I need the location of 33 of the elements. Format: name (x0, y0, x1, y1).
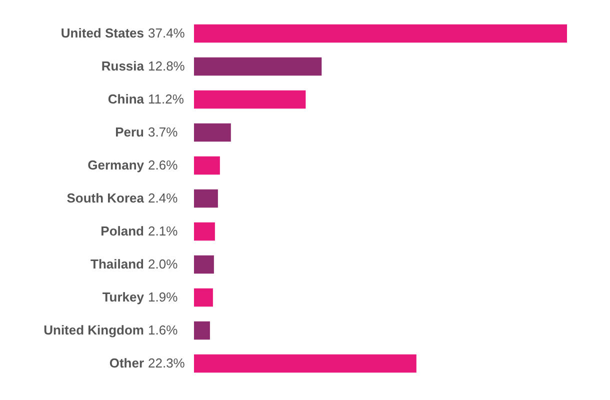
y-tick-label: Poland (100, 224, 144, 238)
data-label: 2.0% (148, 256, 178, 272)
y-tick-label: Russia (101, 58, 145, 74)
data-label: 2.1% (148, 224, 178, 238)
bar (194, 24, 567, 43)
data-label: 2.6% (148, 158, 178, 172)
y-tick-label: Turkey (102, 290, 145, 304)
data-label: 12.8% (148, 58, 186, 74)
data-label: 22.3% (148, 356, 186, 370)
bar (194, 57, 322, 76)
data-label: 1.9% (148, 290, 178, 304)
data-label: 1.6% (148, 322, 178, 338)
y-tick-label: Other (109, 356, 144, 370)
bar (194, 321, 210, 340)
data-label: 2.4% (148, 190, 178, 206)
bar (194, 288, 213, 307)
bar (194, 156, 220, 175)
data-label: 11.2% (148, 92, 184, 106)
y-tick-label: United Kingdom (44, 322, 144, 338)
bar (194, 222, 215, 241)
bar (194, 189, 218, 208)
y-tick-label: Thailand (90, 256, 144, 272)
y-tick-label: Germany (88, 158, 145, 172)
y-tick-label: South Korea (66, 190, 145, 206)
bar (194, 354, 416, 373)
y-tick-label: China (108, 92, 145, 106)
bar (194, 123, 231, 142)
y-tick-label: United States (60, 26, 144, 40)
data-label: 37.4% (148, 26, 186, 40)
data-label: 3.7% (148, 124, 178, 140)
bar (194, 90, 306, 109)
bar (194, 255, 214, 274)
y-tick-label: Peru (115, 124, 144, 140)
